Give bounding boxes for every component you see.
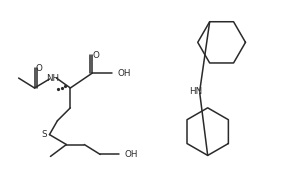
Text: S: S — [42, 130, 47, 139]
Text: HN: HN — [189, 87, 202, 96]
Text: NH: NH — [46, 74, 59, 83]
Text: OH: OH — [117, 69, 131, 78]
Text: O: O — [93, 51, 100, 60]
Text: O: O — [35, 64, 42, 73]
Text: OH: OH — [124, 150, 137, 159]
